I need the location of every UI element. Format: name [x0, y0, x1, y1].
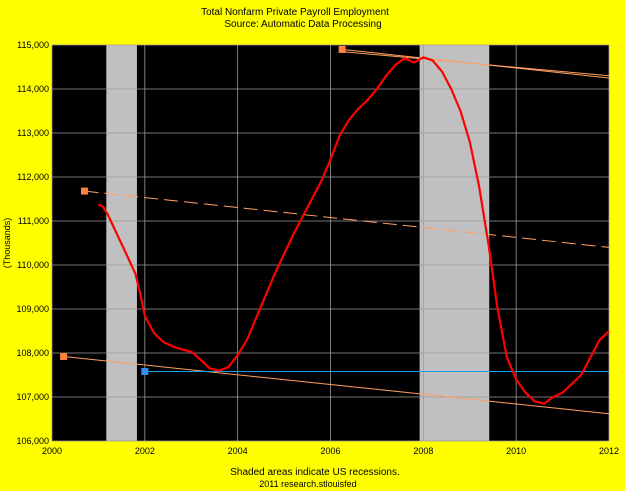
chart-title: Total Nonfarm Private Payroll Employment [201, 7, 389, 18]
y-tick-label: 114,000 [17, 84, 49, 94]
reference-lines [60, 45, 610, 415]
x-tick-label: 2008 [413, 446, 433, 456]
y-axis-label: (Thousands) [2, 218, 12, 269]
y-tick-label: 113,000 [17, 128, 49, 138]
x-tick-label: 2002 [135, 446, 155, 456]
recession-band [419, 45, 490, 441]
reference-marker [141, 367, 149, 375]
footer-line-1: Shaded areas indicate US recessions. [230, 467, 400, 478]
x-axis-ticks: 2000 2002 2004 2006 2008 2010 2012 [42, 446, 619, 456]
series-line [97, 56, 610, 405]
x-tick-label: 2006 [320, 446, 340, 456]
y-tick-label: 106,000 [16, 436, 49, 446]
y-tick-label: 110,000 [17, 260, 49, 270]
reference-line [84, 190, 610, 248]
y-tick-label: 111,000 [18, 216, 49, 226]
x-tick-label: 2010 [506, 446, 526, 456]
reference-line [342, 51, 610, 77]
y-axis-ticks: 106,000 107,000 108,000 109,000 110,000 111,0… [16, 40, 49, 446]
reference-marker [338, 45, 346, 53]
x-tick-label: 2000 [42, 446, 62, 456]
y-tick-label: 107,000 [16, 392, 49, 402]
chart-subtitle: Source: Automatic Data Processing [224, 19, 381, 30]
x-tick-label: 2004 [228, 446, 248, 456]
y-tick-label: 109,000 [16, 304, 49, 314]
series-group [97, 56, 610, 405]
y-tick-label: 112,000 [17, 172, 49, 182]
reference-marker [60, 353, 68, 361]
y-tick-label: 115,000 [17, 40, 49, 50]
y-tick-label: 108,000 [16, 348, 49, 358]
reference-marker [80, 187, 88, 195]
reference-line [63, 356, 610, 415]
footer-line-2: 2011 research.stlouisfed [259, 479, 356, 489]
x-tick-label: 2012 [599, 446, 619, 456]
